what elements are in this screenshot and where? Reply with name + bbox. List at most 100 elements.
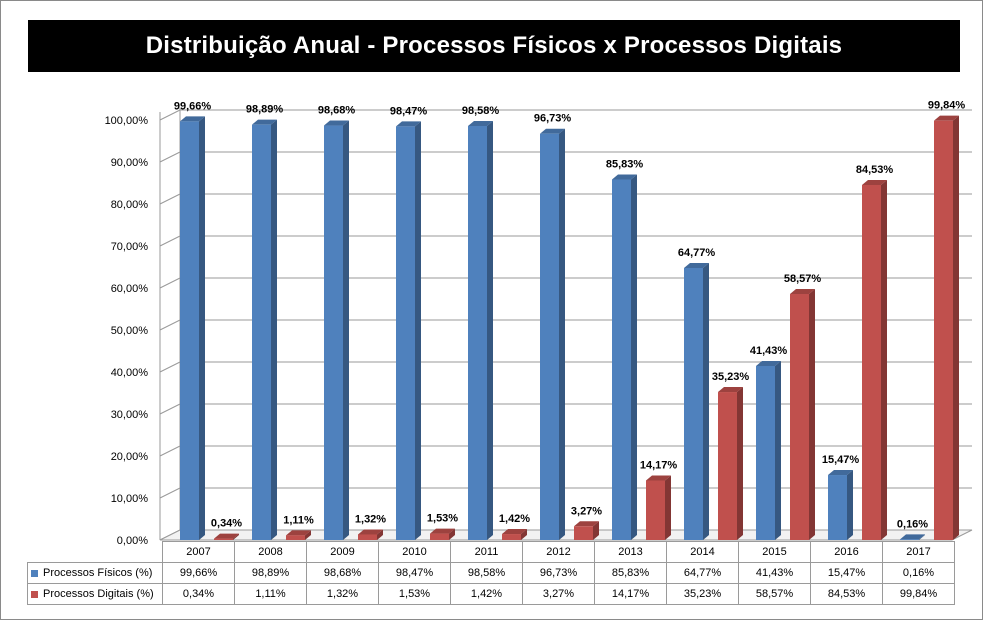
- bar-digitais: [646, 480, 665, 540]
- bar-side-0: [271, 119, 277, 541]
- table-cell: 99,66%: [162, 562, 235, 584]
- y-tick-label: 0,00%: [117, 535, 148, 547]
- bar-top-1: [430, 528, 455, 534]
- bar-side-0: [703, 262, 709, 540]
- data-label: 58,57%: [784, 273, 822, 285]
- category-label: 2013: [594, 541, 667, 563]
- y-tick-label: 20,00%: [111, 451, 149, 463]
- bar-digitais: [430, 533, 449, 540]
- bar-top-1: [862, 179, 887, 185]
- chart-title-bar: Distribuição Anual - Processos Físicos x…: [28, 20, 960, 72]
- bar-side-0: [919, 534, 925, 540]
- gridline-depth: [159, 235, 181, 247]
- bar-fisicos: [612, 179, 631, 540]
- legend-key-fisicos: [31, 569, 38, 577]
- data-label: 98,47%: [390, 105, 428, 117]
- bar-top-1: [646, 475, 671, 481]
- table-cell: 1,53%: [378, 583, 451, 605]
- gridline-depth: [159, 277, 181, 289]
- table-cell: 85,83%: [594, 562, 667, 584]
- data-label: 0,34%: [211, 518, 242, 530]
- gridline-depth: [159, 403, 181, 415]
- table-cell: 1,11%: [234, 583, 307, 605]
- bar-top-0: [756, 360, 781, 366]
- category-label: 2008: [234, 541, 307, 563]
- y-tick-label: 70,00%: [111, 241, 149, 253]
- bar-fisicos: [828, 475, 847, 540]
- bar-top-1: [790, 289, 815, 295]
- bar-top-1: [502, 529, 527, 535]
- data-label: 1,42%: [499, 513, 530, 525]
- gridline-depth: [159, 109, 181, 121]
- bar-side-1: [377, 529, 383, 540]
- legend-key-digitais: [31, 590, 38, 598]
- bar-side-1: [665, 475, 671, 540]
- legend-text-fisicos: Processos Físicos (%): [43, 567, 153, 579]
- bar-top-1: [574, 521, 599, 527]
- data-label: 85,83%: [606, 159, 644, 171]
- gridline-depth: [159, 193, 181, 205]
- category-label: 2014: [666, 541, 739, 563]
- category-label: 2009: [306, 541, 379, 563]
- bar-fisicos: [540, 133, 559, 540]
- table-cell: 98,89%: [234, 562, 307, 584]
- data-table-row-fisicos: Processos Físicos (%) 99,66% 98,89% 98,68%…: [27, 562, 955, 584]
- data-label: 3,27%: [571, 505, 602, 517]
- category-label: 2007: [162, 541, 235, 563]
- bar-fisicos: [324, 125, 343, 540]
- data-label: 99,66%: [174, 100, 212, 112]
- bar-top-0: [396, 121, 421, 127]
- y-tick-label: 10,00%: [111, 493, 149, 505]
- data-table-header: 2007 2008 2009 2010 2011 2012 2013 2014 2015 2016…: [28, 541, 955, 563]
- bar-fisicos: [396, 126, 415, 541]
- table-cell: 14,17%: [594, 583, 667, 605]
- bar-side-0: [847, 470, 853, 540]
- row-label-fisicos: Processos Físicos (%): [27, 562, 163, 584]
- table-cell: 15,47%: [810, 562, 883, 584]
- data-table: 2007 2008 2009 2010 2011 2012 2013 2014 2015 2016…: [27, 541, 955, 605]
- table-cell: 99,84%: [882, 583, 955, 605]
- bar-top-1: [214, 533, 239, 539]
- bar-side-0: [199, 116, 205, 540]
- data-label: 1,32%: [355, 513, 386, 525]
- y-tick-label: 90,00%: [111, 157, 149, 169]
- data-label: 98,68%: [318, 105, 356, 117]
- bar-top-0: [180, 116, 205, 122]
- bar-top-0: [684, 262, 709, 268]
- table-cell: 3,27%: [522, 583, 595, 605]
- data-label: 84,53%: [856, 164, 894, 176]
- table-cell: 58,57%: [738, 583, 811, 605]
- bar-side-1: [953, 115, 959, 540]
- bar-side-0: [559, 128, 565, 540]
- table-cell: 98,68%: [306, 562, 379, 584]
- bar-digitais: [790, 294, 809, 540]
- data-label: 98,58%: [462, 105, 500, 117]
- bar-top-0: [900, 534, 925, 540]
- table-cell: 1,42%: [450, 583, 523, 605]
- bar-side-1: [881, 179, 887, 540]
- bar-top-0: [468, 120, 493, 126]
- table-cell: 98,58%: [450, 562, 523, 584]
- category-label: 2015: [738, 541, 811, 563]
- y-tick-label: 60,00%: [111, 283, 149, 295]
- bar-fisicos: [180, 121, 199, 540]
- bar-side-1: [737, 387, 743, 540]
- table-cell: 41,43%: [738, 562, 811, 584]
- bar-side-0: [775, 360, 781, 540]
- chart-title: Distribuição Anual - Processos Físicos x…: [145, 32, 843, 59]
- category-label: 2012: [522, 541, 595, 563]
- bar-fisicos: [900, 539, 919, 540]
- data-label: 15,47%: [822, 454, 860, 466]
- table-cell: 1,32%: [306, 583, 379, 605]
- data-label: 14,17%: [640, 459, 678, 471]
- bar-top-1: [358, 529, 383, 535]
- bar-fisicos: [684, 267, 703, 540]
- bar-digitais: [574, 526, 593, 540]
- bar-fisicos: [252, 124, 271, 541]
- y-tick-label: 80,00%: [111, 199, 149, 211]
- data-label: 0,16%: [897, 518, 928, 530]
- data-label: 98,89%: [246, 104, 284, 116]
- data-label: 41,43%: [750, 345, 788, 357]
- category-label: 2011: [450, 541, 523, 563]
